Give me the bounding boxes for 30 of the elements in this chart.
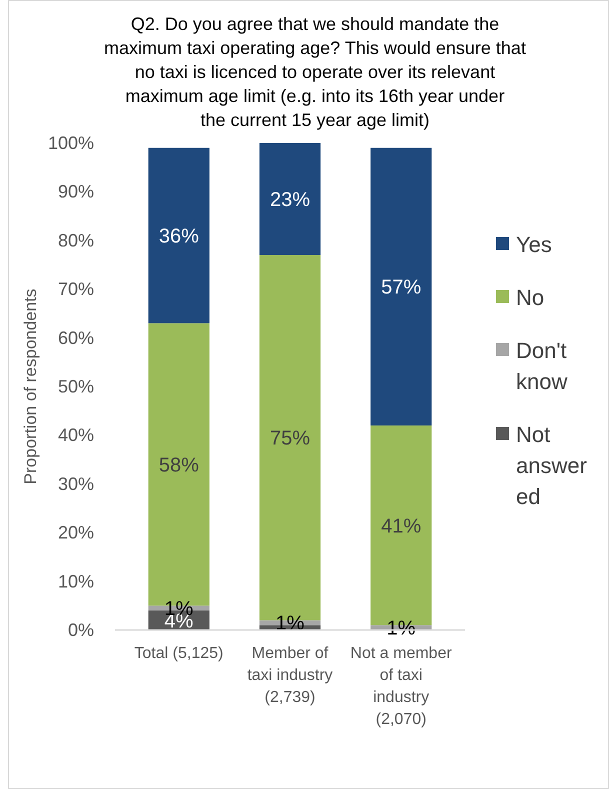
x-tick-label: Member of taxi industry (2,739) bbox=[247, 645, 333, 706]
x-tick-label: Not a member of taxi industry (2,070) bbox=[350, 645, 452, 728]
data-label: 1% bbox=[276, 612, 305, 635]
y-tick-label: 0% bbox=[68, 620, 94, 640]
data-label: 36% bbox=[158, 226, 200, 248]
legend-label: Don't know bbox=[516, 338, 568, 394]
legend-label: No bbox=[516, 285, 544, 310]
data-label: 41% bbox=[381, 515, 422, 538]
y-tick-label: 20% bbox=[58, 522, 94, 543]
data-label: 57% bbox=[381, 276, 422, 299]
y-tick-label: 70% bbox=[58, 279, 94, 300]
y-tick-label: 100% bbox=[48, 133, 94, 153]
y-tick-label: 60% bbox=[58, 328, 94, 348]
bar bbox=[370, 148, 432, 426]
legend-label: Yes bbox=[516, 232, 552, 257]
y-axis-title: Proportion of respondents bbox=[21, 288, 40, 484]
data-label: 23% bbox=[270, 189, 310, 212]
y-tick-label: 30% bbox=[58, 474, 94, 494]
legend-label: Not answered bbox=[516, 422, 587, 509]
y-tick-label: 10% bbox=[58, 571, 94, 592]
data-label: 58% bbox=[158, 454, 200, 476]
y-tick-label: 90% bbox=[58, 182, 94, 202]
chart-title: Q2. Do you agree that we should mandate the maximum taxi operating age? This would ensure that no taxi is licenced to operate over its relevant maximum age limit (e.g. into its 16th year under the current 15 year age limit) bbox=[104, 14, 526, 130]
data-label: 75% bbox=[270, 428, 310, 450]
y-tick-label: 50% bbox=[58, 376, 94, 396]
bar bbox=[259, 143, 321, 256]
y-tick-label: 80% bbox=[58, 230, 94, 250]
y-tick-label: 40% bbox=[58, 425, 94, 446]
bar bbox=[148, 148, 210, 324]
x-tick-label: Total (5,125) bbox=[134, 645, 224, 662]
